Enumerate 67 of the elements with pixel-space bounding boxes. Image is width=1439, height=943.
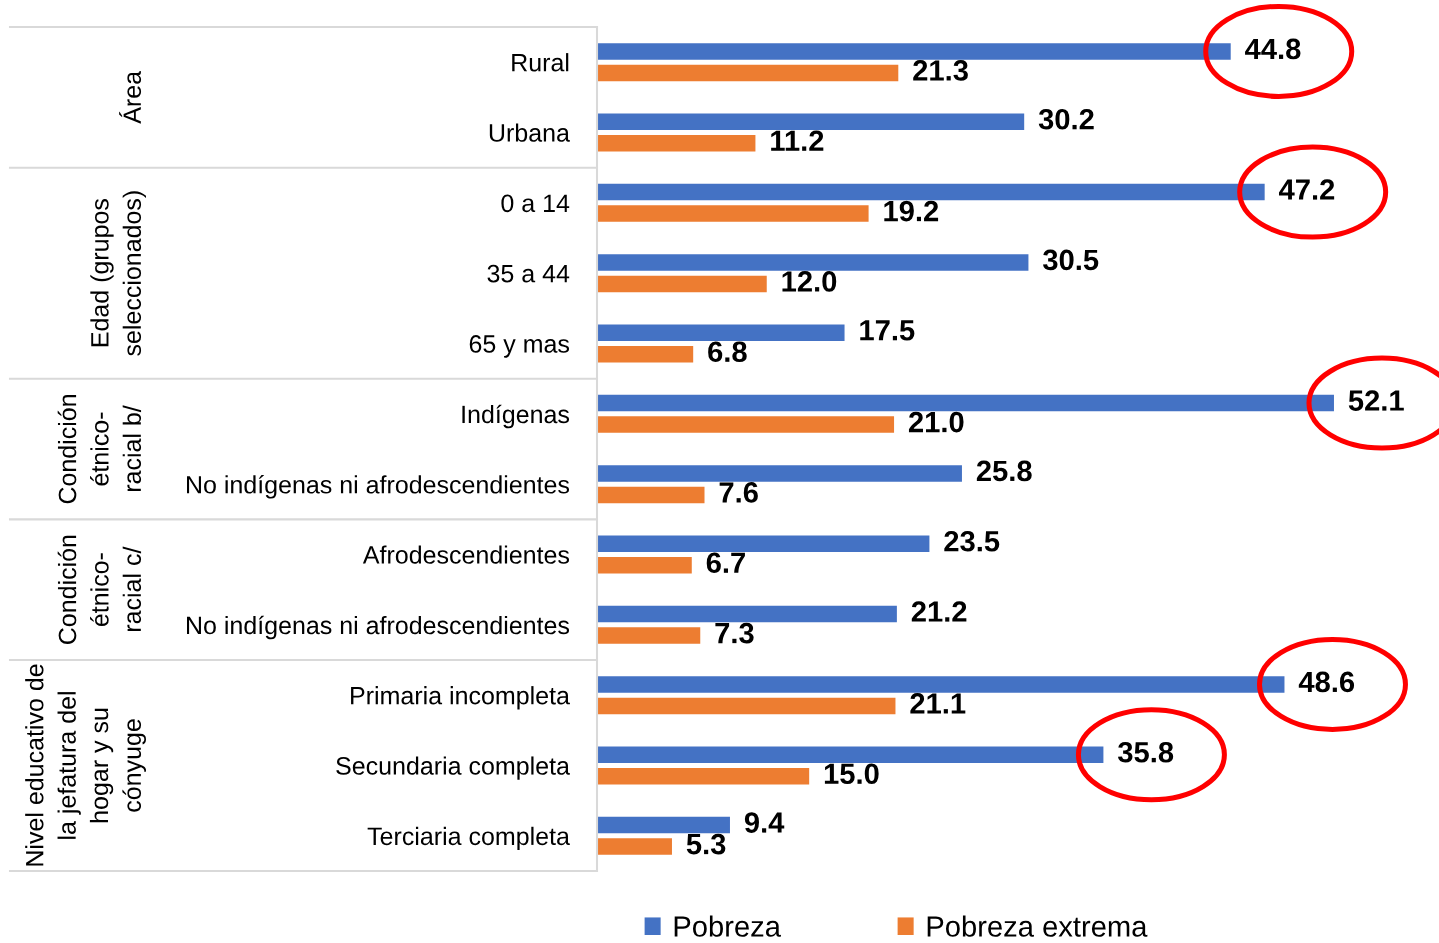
bar: [597, 535, 930, 552]
bar: [597, 346, 694, 363]
bar: [597, 838, 672, 855]
text: Condición étnico- racial b/: [57, 395, 142, 504]
data-label: 5.3: [686, 833, 726, 855]
y-tick-label: Afrodescendientes: [362, 545, 570, 564]
text: Condición étnico- racial c/: [57, 535, 142, 644]
y-tick-label: No indígenas ni afrodescendientes: [187, 474, 570, 499]
bar: [597, 113, 1025, 130]
y-tick-label: 35 a 44: [487, 264, 570, 283]
data-label: 7.3: [715, 622, 754, 644]
y-tick-label: Secundaria completa: [336, 756, 570, 780]
data-label: 21.1: [910, 693, 966, 714]
legend-label: Pobreza: [674, 915, 781, 937]
data-label: 6.8: [708, 341, 747, 363]
data-label: 21.0: [908, 411, 964, 433]
data-label: 19.2: [884, 200, 939, 222]
y-tick-label: Indígenas: [462, 404, 570, 429]
text: Nivel educativo de la jefatura del hogar y su cónyuge: [25, 664, 146, 866]
bar: [597, 183, 1265, 201]
data-label: 7.6: [719, 482, 758, 503]
data-label: 21.3: [913, 60, 968, 81]
y-tick-label: Rural: [512, 53, 569, 72]
data-label: 44.8: [1245, 38, 1301, 60]
bar: [597, 557, 692, 574]
bar: [597, 416, 895, 433]
bar: [597, 275, 767, 293]
data-label: 23.5: [944, 530, 1000, 552]
data-label: 25.8: [976, 460, 1032, 482]
y-tick-label: Urbana: [489, 123, 570, 142]
data-label: 9.4: [744, 812, 785, 833]
bar: [597, 486, 705, 504]
bar: [597, 64, 899, 82]
data-label: 48.6: [1298, 671, 1355, 693]
data-label: 30.5: [1043, 249, 1099, 271]
data-label: 35.8: [1117, 741, 1174, 763]
bar: [597, 627, 701, 644]
bar: [597, 43, 1231, 60]
y-tick-label: Terciaria completa: [367, 826, 570, 851]
text: Área: [119, 70, 142, 124]
data-label: 12.0: [782, 271, 837, 292]
y-tick-label: 0 a 14: [501, 194, 570, 213]
data-label: 6.7: [706, 552, 745, 574]
data-label: 11.2: [771, 130, 824, 151]
y-tick-label: No indígenas ni afrodescendientes: [187, 615, 570, 640]
data-label: 15.0: [824, 763, 879, 785]
bar: [597, 746, 1104, 763]
y-tick-label: 65 y mas: [469, 335, 570, 358]
bar: [597, 676, 1285, 693]
bar: [597, 816, 730, 834]
bar: [597, 768, 810, 785]
text: Edad (grupos seleccionados): [90, 191, 146, 356]
y-tick-label: Primaria incompleta: [351, 686, 570, 710]
bar: [597, 605, 897, 623]
data-label: 47.2: [1279, 179, 1335, 200]
bar: [597, 254, 1029, 271]
bar: [597, 394, 1334, 412]
legend-label: Pobreza extrema: [927, 915, 1148, 937]
data-label: 21.2: [911, 601, 967, 622]
data-label: 17.5: [860, 320, 915, 341]
bar: [597, 205, 869, 222]
bar: [597, 135, 756, 152]
bar: [597, 324, 845, 341]
bar: [597, 697, 896, 715]
data-label: 52.1: [1348, 390, 1404, 411]
data-label: 30.2: [1038, 108, 1094, 130]
bar: [597, 465, 962, 482]
